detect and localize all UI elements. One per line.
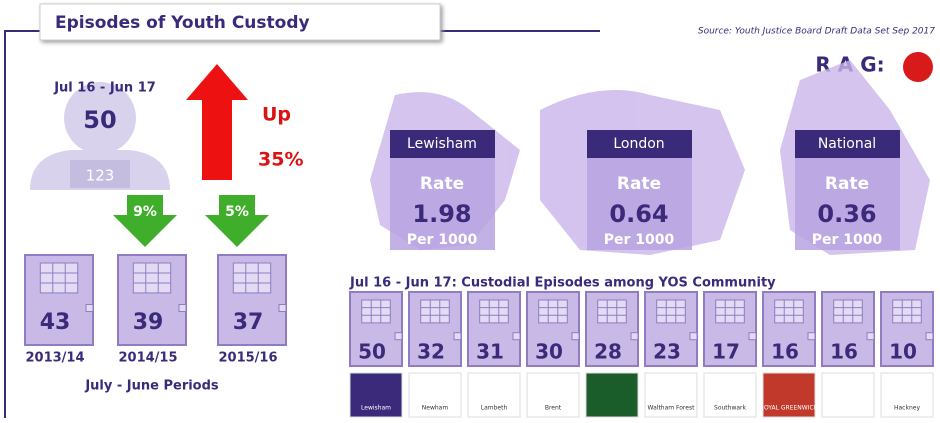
rate-header bbox=[587, 130, 692, 158]
logo bbox=[467, 372, 521, 418]
rate-value: 0.36 bbox=[817, 200, 876, 228]
down-arrow bbox=[113, 195, 177, 247]
badge: 123 bbox=[86, 167, 115, 185]
logo-label: Lambeth bbox=[481, 405, 508, 412]
door-handle bbox=[630, 332, 639, 341]
door-handle bbox=[866, 332, 875, 341]
history-value: 39 bbox=[133, 310, 164, 335]
rate-area: National bbox=[818, 136, 876, 152]
rate-header bbox=[390, 130, 495, 158]
logo-label: Newham bbox=[422, 405, 449, 412]
current-period: Jul 16 - Jun 17 bbox=[53, 81, 156, 96]
rate-area: Lewisham bbox=[407, 136, 477, 152]
door-window bbox=[361, 299, 391, 324]
rate-value: 1.98 bbox=[412, 200, 471, 228]
change-label: 9% bbox=[133, 204, 157, 220]
door-window bbox=[774, 299, 804, 324]
direction: Up bbox=[262, 104, 291, 126]
door-handle bbox=[85, 304, 94, 312]
rate-label: Rate bbox=[825, 174, 869, 194]
logo bbox=[703, 372, 757, 418]
logo-label: Southwark bbox=[714, 405, 746, 412]
community-value: 17 bbox=[712, 340, 740, 364]
logo bbox=[880, 372, 934, 418]
door-handle bbox=[748, 332, 757, 341]
rate-label: Rate bbox=[420, 174, 464, 194]
logo bbox=[585, 372, 639, 418]
community-value: 28 bbox=[594, 340, 622, 364]
door-handle bbox=[453, 332, 462, 341]
door-handle bbox=[925, 332, 934, 341]
rate-unit: Per 1000 bbox=[604, 232, 675, 248]
community-value: 23 bbox=[653, 340, 681, 364]
door-window bbox=[132, 262, 172, 294]
logo bbox=[408, 372, 462, 418]
community-value: 30 bbox=[535, 340, 563, 364]
history-period: 2014/15 bbox=[118, 351, 177, 366]
down-arrow bbox=[205, 195, 269, 247]
door-window bbox=[420, 299, 450, 324]
community-value: 16 bbox=[771, 340, 799, 364]
rag-light bbox=[903, 52, 933, 82]
history-period: 2015/16 bbox=[218, 351, 277, 366]
door-handle bbox=[571, 332, 580, 341]
door-handle bbox=[807, 332, 816, 341]
community-value: 32 bbox=[417, 340, 445, 364]
logo-label: Lewisham bbox=[361, 405, 391, 412]
rate-header bbox=[795, 130, 900, 158]
logo bbox=[644, 372, 698, 418]
door-window bbox=[39, 262, 79, 294]
frame bbox=[4, 30, 600, 418]
logo-label: Brent bbox=[545, 405, 562, 412]
title-box bbox=[39, 3, 441, 41]
rate-value: 0.64 bbox=[609, 200, 668, 228]
door-handle bbox=[689, 332, 698, 341]
logo-label: Hackney bbox=[894, 405, 920, 412]
door-handle bbox=[394, 332, 403, 341]
change: 35% bbox=[258, 149, 303, 171]
history-value: 43 bbox=[40, 310, 71, 335]
community-value: 16 bbox=[830, 340, 858, 364]
door-window bbox=[833, 299, 863, 324]
door-window bbox=[892, 299, 922, 324]
current-value: 50 bbox=[83, 106, 116, 134]
logo bbox=[762, 372, 816, 418]
door-handle bbox=[178, 304, 187, 312]
door-window bbox=[232, 262, 272, 294]
door-window bbox=[479, 299, 509, 324]
history-value: 37 bbox=[233, 310, 264, 335]
logo-label: Waltham Forest bbox=[648, 405, 696, 412]
community-value: 10 bbox=[889, 340, 917, 364]
community-value: 31 bbox=[476, 340, 504, 364]
change-label: 5% bbox=[225, 204, 249, 220]
person-icon bbox=[30, 82, 170, 190]
history-caption: July - June Periods bbox=[84, 379, 219, 394]
door-window bbox=[538, 299, 568, 324]
door-window bbox=[597, 299, 627, 324]
door-window bbox=[715, 299, 745, 324]
up-arrow bbox=[186, 64, 248, 180]
rate-unit: Per 1000 bbox=[812, 232, 883, 248]
rate-area: London bbox=[613, 136, 664, 152]
logo bbox=[526, 372, 580, 418]
door-window bbox=[656, 299, 686, 324]
title: Episodes of Youth Custody bbox=[55, 13, 310, 33]
door-handle bbox=[278, 304, 287, 312]
community-value: 50 bbox=[358, 340, 386, 364]
logo bbox=[349, 372, 403, 418]
logo bbox=[821, 372, 875, 418]
rate-unit: Per 1000 bbox=[407, 232, 478, 248]
source: Source: Youth Justice Board Draft Data S… bbox=[698, 27, 935, 37]
logo-label: ROYAL GREENWICH bbox=[760, 405, 818, 412]
rate-label: Rate bbox=[617, 174, 661, 194]
community-heading: Jul 16 - Jun 17: Custodial Episodes amon… bbox=[349, 276, 776, 291]
history-period: 2013/14 bbox=[25, 351, 84, 366]
door-handle bbox=[512, 332, 521, 341]
